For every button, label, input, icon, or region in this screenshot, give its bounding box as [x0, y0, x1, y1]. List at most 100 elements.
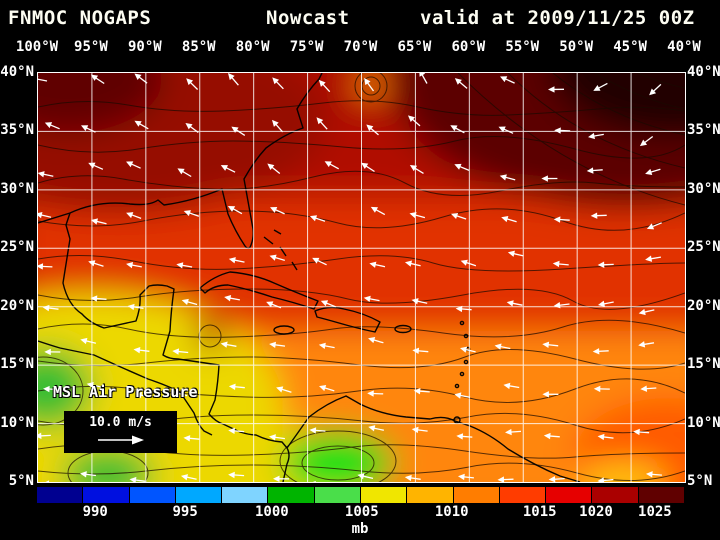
- wind-arrow: [183, 210, 200, 217]
- wind-arrow: [638, 308, 655, 316]
- wind-arrow: [553, 301, 570, 309]
- wind-scale-value: 10.0 m/s: [89, 415, 152, 430]
- lon-label: 75°W: [289, 39, 324, 55]
- wind-arrow: [38, 211, 52, 219]
- lat-label: 5°N: [8, 473, 34, 489]
- wind-arrow: [129, 476, 146, 482]
- valid-time: valid at 2009/11/25 00Z: [420, 7, 695, 29]
- colorbar-tick-label: 1000: [255, 504, 289, 520]
- wind-arrow: [44, 348, 61, 356]
- wind-arrow: [454, 78, 468, 89]
- colorbar-tick-label: 1010: [434, 504, 469, 520]
- wind-arrow: [90, 295, 107, 302]
- lat-label: 10°N: [687, 414, 720, 431]
- wind-arrow: [457, 473, 474, 481]
- colorbar-tick-label: 1015: [522, 504, 557, 520]
- wind-arrow: [270, 207, 285, 215]
- product-name: Nowcast: [266, 7, 350, 29]
- wind-arrow: [272, 77, 284, 90]
- grid-lines: [38, 73, 685, 482]
- wind-arrow: [228, 383, 245, 390]
- map-plot-area: [37, 72, 686, 483]
- lat-label: 10°N: [0, 414, 34, 431]
- wind-arrow: [597, 477, 614, 482]
- wind-arrow: [367, 390, 384, 397]
- wind-arrow: [552, 260, 569, 268]
- wind-arrow: [180, 474, 197, 481]
- wind-arrow: [227, 205, 243, 215]
- wind-arrow: [316, 117, 328, 130]
- model-name: FNMOC NOGAPS: [8, 7, 152, 29]
- lon-label: 40°W: [667, 39, 701, 55]
- lat-label: 30°N: [0, 180, 34, 197]
- wind-arrow: [88, 162, 104, 170]
- wind-scale-legend: 10.0 m/s: [64, 411, 177, 453]
- wind-arrow: [645, 168, 661, 176]
- wind-arrow: [271, 119, 284, 133]
- lat-label: 35°N: [687, 122, 720, 139]
- wind-arrow: [419, 73, 428, 84]
- wind-arrow: [133, 347, 150, 354]
- colorbar-segment: [546, 487, 593, 503]
- colorbar: [37, 487, 684, 503]
- wind-arrow: [269, 341, 286, 349]
- wind-arrow: [409, 165, 424, 174]
- lon-label: 90°W: [127, 39, 162, 55]
- wind-arrow: [638, 341, 655, 348]
- wind-arrow: [134, 73, 148, 84]
- wind-arrow: [231, 126, 246, 136]
- wind-arrow: [320, 300, 336, 308]
- wind-arrow: [127, 303, 144, 311]
- wind-arrow: [38, 263, 53, 270]
- wind-arrow: [593, 82, 608, 91]
- field-label: MSL Air Pressure: [53, 383, 198, 401]
- wind-arrow: [324, 161, 340, 170]
- wind-arrow: [361, 162, 375, 173]
- lon-label: 45°W: [613, 39, 647, 55]
- lon-label: 85°W: [181, 39, 216, 55]
- wind-arrow: [38, 76, 48, 83]
- wind-arrow: [460, 259, 477, 267]
- wind-arrow: [542, 391, 559, 398]
- lat-label: 20°N: [687, 297, 720, 314]
- wind-arrow: [450, 125, 465, 134]
- wind-arrow: [370, 206, 386, 216]
- wind-arrow: [227, 73, 239, 86]
- wind-arrow: [645, 471, 662, 478]
- colorbar-tick-label: 995: [172, 504, 198, 520]
- wind-arrow: [312, 257, 327, 266]
- wind-arrow: [455, 305, 472, 313]
- wind-arrow: [368, 337, 384, 344]
- wind-arrow: [368, 425, 385, 432]
- wind-arrow: [543, 432, 560, 440]
- wind-arrow: [409, 212, 426, 219]
- wind-arrow: [497, 476, 514, 482]
- colorbar-segment: [592, 487, 639, 503]
- wind-arrow: [640, 385, 657, 392]
- wind-arrow: [413, 387, 430, 395]
- wind-arrow: [38, 171, 54, 178]
- wind-arrow: [176, 262, 193, 269]
- wind-arrow: [134, 120, 149, 130]
- wind-arrow: [645, 255, 662, 262]
- wind-arrow: [88, 260, 104, 267]
- wind-arrow: [183, 435, 200, 442]
- wind-arrow: [506, 300, 523, 307]
- wind-arrow: [364, 78, 375, 92]
- wind-arrow: [548, 86, 565, 93]
- wind-arrow: [548, 476, 565, 482]
- wind-arrow: [507, 250, 524, 257]
- wind-arrow: [44, 122, 60, 130]
- lon-label: 70°W: [343, 39, 378, 55]
- wind-arrow: [541, 175, 558, 182]
- wind-arrow: [318, 342, 335, 350]
- wind-arrow: [269, 434, 285, 441]
- wind-arrow: [126, 161, 141, 169]
- wind-arrow: [553, 216, 570, 223]
- lon-label: 100°W: [15, 39, 59, 55]
- wind-arrow: [404, 260, 421, 267]
- colorbar-unit: mb: [351, 521, 369, 537]
- colorbar-segment: [268, 487, 315, 503]
- wind-arrow: [411, 426, 428, 434]
